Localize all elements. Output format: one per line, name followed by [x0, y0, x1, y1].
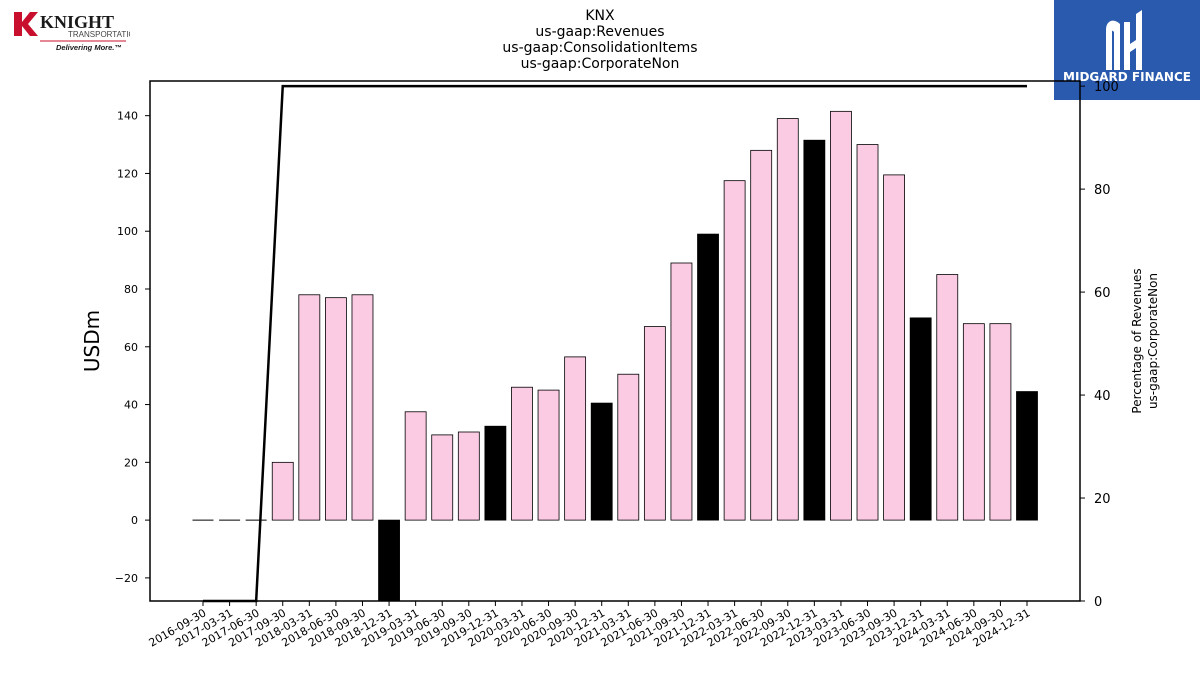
y2-tick-label: 80 — [1094, 183, 1111, 198]
y-tick-label: 120 — [117, 167, 138, 180]
y-tick-label: 0 — [131, 514, 138, 527]
bar-2020-03-31 — [511, 386, 533, 521]
bar-2022-06-30 — [750, 149, 773, 521]
midgard-emblem-icon — [1106, 10, 1142, 70]
bar-2024-03-31 — [936, 274, 959, 521]
y2-tick-label: 40 — [1094, 389, 1111, 404]
company-logo-tagline: Delivering More.™ — [56, 43, 122, 52]
bar-2018-09-30 — [351, 294, 374, 521]
y2-axis-label-line-2: us-gaap:CorporateNon — [1146, 273, 1160, 409]
midgard-finance-logo: MIDGARD FINANCE — [1054, 0, 1200, 100]
y2-tick-label: 0 — [1094, 595, 1102, 610]
brand-logo-label: MIDGARD FINANCE — [1063, 70, 1191, 84]
bar-2022-03-31 — [723, 180, 746, 521]
bar-2024-09-30 — [989, 323, 1012, 521]
bar-2018-12-31 — [378, 519, 400, 602]
y2-tick-label: 20 — [1094, 492, 1111, 507]
company-logo-name: KNIGHT — [40, 12, 114, 32]
bar-2021-09-30 — [670, 262, 693, 521]
y-tick-label: 140 — [117, 110, 138, 123]
y-tick-label: 20 — [124, 456, 138, 469]
y-tick-label: 100 — [117, 225, 138, 238]
y-axis: −20 0 20 40 60 80 100 120 140 — [115, 110, 150, 585]
knight-k-icon — [14, 12, 38, 36]
bar-2019-09-30 — [457, 431, 480, 521]
bar-2020-06-30 — [537, 389, 560, 521]
percentage-line — [203, 84, 1027, 603]
bar-2022-12-31 — [803, 139, 826, 521]
bar-2020-09-30 — [564, 356, 587, 521]
bars — [192, 110, 1038, 602]
bar-2019-03-31 — [404, 411, 427, 521]
company-logo-sub: TRANSPORTATION — [68, 30, 130, 39]
y-tick-label: 60 — [124, 341, 138, 354]
bar-2023-03-31 — [830, 110, 852, 521]
percentage-series-line — [203, 84, 1027, 603]
y2-axis: 0 20 40 60 80 100 — [1080, 80, 1119, 610]
bar-2017-09-30 — [271, 461, 294, 521]
x-axis: 2016-09-302017-03-312017-06-302017-09-30… — [147, 601, 1033, 650]
bar-2024-12-31 — [1016, 391, 1038, 521]
chart-title-line-2: us-gaap:Revenues — [535, 24, 665, 40]
bar-2021-12-31 — [697, 233, 719, 521]
bar-2021-03-31 — [617, 373, 640, 521]
chart-title-line-1: KNX — [585, 8, 615, 24]
bar-2019-12-31 — [484, 425, 507, 521]
bar-2018-03-31 — [298, 294, 321, 521]
bar-2022-09-30 — [776, 118, 799, 521]
bar-2023-12-31 — [909, 317, 932, 521]
chart-title-line-3: us-gaap:ConsolidationItems — [502, 40, 698, 56]
chart-title-line-4: us-gaap:CorporateNon — [520, 56, 680, 72]
knight-transportation-logo: KNIGHT TRANSPORTATION Delivering More.™ — [10, 8, 141, 56]
y2-tick-label: 60 — [1094, 286, 1111, 301]
bar-2020-12-31 — [590, 402, 613, 521]
y-axis-label: USDm — [80, 310, 104, 372]
y2-axis-label-line-1: Percentage of Revenues — [1130, 268, 1144, 413]
y2-tick-label: 100 — [1094, 80, 1119, 95]
bar-2019-06-30 — [431, 434, 454, 521]
bar-2023-06-30 — [856, 144, 879, 521]
y-tick-label: −20 — [115, 572, 138, 585]
bar-2023-09-30 — [883, 174, 905, 521]
bar-2024-06-30 — [962, 323, 985, 521]
bar-2018-06-30 — [325, 297, 347, 521]
y-tick-label: 40 — [124, 399, 138, 412]
y-tick-label: 80 — [124, 283, 138, 296]
plot-frame — [149, 80, 1081, 602]
bar-2021-06-30 — [643, 326, 666, 521]
